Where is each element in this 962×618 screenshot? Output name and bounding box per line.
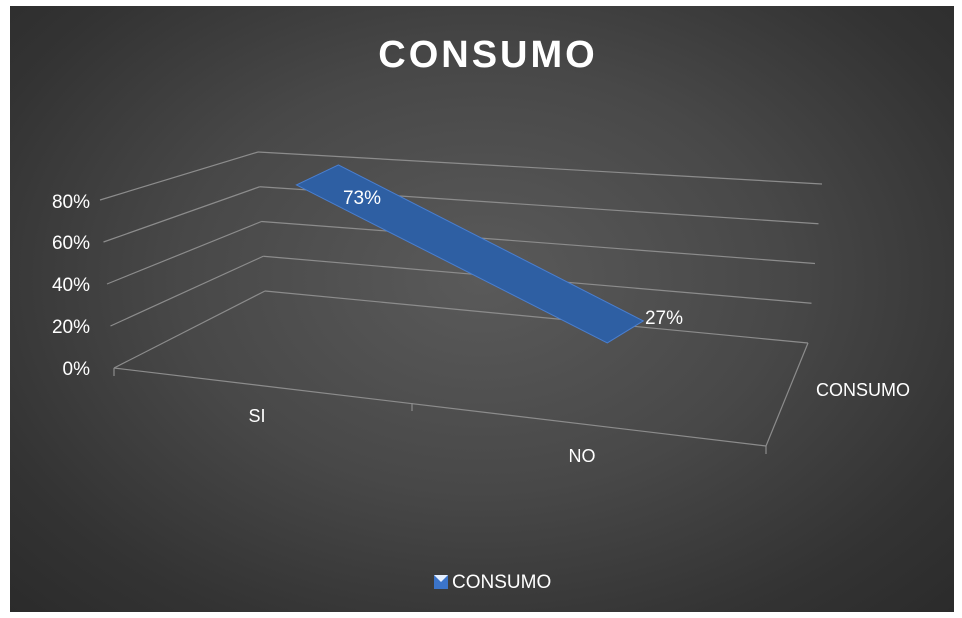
y-axis-ticks: 0% 20% 40% 60% 80%	[52, 192, 90, 380]
legend-label: CONSUMO	[452, 572, 551, 593]
y-tick-0: 0%	[63, 359, 91, 380]
y-tick-20: 20%	[52, 317, 90, 338]
gridline-back-wall-0	[264, 290, 809, 344]
legend: CONSUMO	[434, 572, 551, 593]
gridline-back-wall-2	[261, 220, 816, 265]
gridline-back-wall-4	[257, 151, 823, 185]
floor-axes	[113, 342, 809, 454]
x-category-no: NO	[569, 446, 596, 466]
gridline-left-wall-4	[99, 151, 259, 201]
gridline-left-wall-1	[110, 255, 264, 327]
depth-axis-label: CONSUMO	[816, 380, 910, 400]
y-tick-40: 40%	[52, 275, 90, 296]
gridline-left-wall-0	[113, 290, 266, 369]
y-tick-60: 60%	[52, 233, 90, 254]
y-tick-80: 80%	[52, 192, 90, 213]
legend-marker-icon	[434, 575, 448, 589]
data-label-si: 73%	[343, 188, 381, 209]
x-category-si: SI	[248, 406, 265, 426]
chart-title: CONSUMO	[378, 34, 597, 76]
x-axis-front-line	[113, 367, 767, 447]
chart-area	[10, 6, 954, 612]
gridline-left-wall-3	[103, 186, 260, 243]
depth-axis-line	[765, 342, 809, 447]
data-label-no: 27%	[645, 308, 683, 329]
series-consumo-ribbon	[295, 164, 645, 344]
gridline-left-wall-2	[106, 220, 262, 285]
